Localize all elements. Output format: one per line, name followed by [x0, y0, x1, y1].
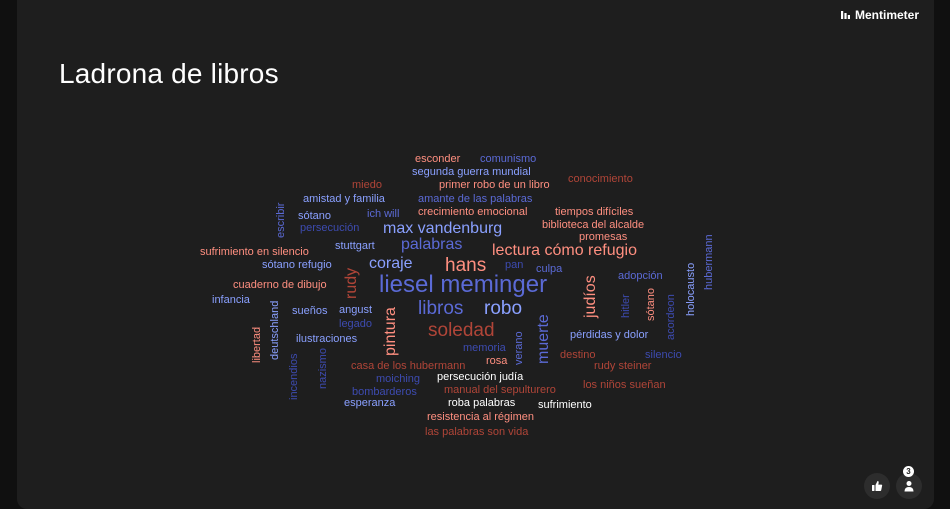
word-cloud-word: escribir [275, 202, 287, 238]
word-cloud-word: pan [505, 259, 524, 271]
word-cloud-word: persecución judía [437, 371, 524, 383]
word-cloud-word: persecución [300, 222, 360, 234]
word-cloud-word: biblioteca del alcalde [542, 219, 645, 231]
word-cloud-word: liesel meminger [379, 271, 548, 298]
word-cloud-word: stuttgart [335, 240, 375, 252]
word-cloud-word: holocausto [685, 262, 697, 316]
word-cloud-word: pérdidas y dolor [570, 329, 649, 341]
word-cloud-word: los niños sueñan [583, 379, 666, 391]
word-cloud-word: pintura [382, 307, 399, 356]
participant-count-badge: 3 [903, 466, 914, 477]
word-cloud-word: memoria [463, 342, 506, 354]
word-cloud-word: casa de los hubermann [351, 360, 466, 372]
word-cloud-word: amistad y familia [303, 193, 385, 205]
word-cloud-word: soledad [428, 320, 495, 341]
word-cloud-word: incendios [288, 353, 300, 400]
word-cloud-word: roba palabras [448, 397, 516, 409]
word-cloud-word: hitler [620, 294, 632, 318]
person-icon [904, 481, 914, 492]
word-cloud-word: hans [445, 255, 487, 276]
word-cloud-word: lectura cómo refugio [492, 242, 637, 259]
word-cloud-word: cuaderno de dibujo [233, 279, 327, 291]
word-cloud-word: promesas [579, 231, 628, 243]
word-cloud-word: libros [418, 298, 464, 319]
word-cloud-word: palabras [401, 236, 463, 253]
word-cloud-word: manual del sepulturero [444, 384, 556, 396]
word-cloud-word: sueños [292, 305, 328, 317]
word-cloud-word: rosa [486, 355, 508, 367]
word-cloud-word: sufrimiento [538, 399, 592, 411]
word-cloud-word: sufrimiento en silencio [200, 246, 309, 258]
mentimeter-logo-icon [840, 11, 850, 19]
word-cloud-word: verano [513, 331, 525, 365]
word-cloud-word: adopción [618, 270, 663, 282]
word-cloud-word: silencio [645, 349, 682, 361]
word-cloud-word: legado [339, 318, 373, 330]
word-cloud-word: robo [484, 298, 523, 319]
word-cloud-word: culpa [536, 263, 563, 275]
participants-button[interactable] [896, 473, 922, 499]
word-cloud-word: las palabras son vida [425, 426, 529, 438]
word-cloud-word: ilustraciones [296, 333, 358, 345]
word-cloud-word: segunda guerra mundial [412, 166, 531, 178]
word-cloud-word: primer robo de un libro [439, 179, 550, 191]
word-cloud-word: conocimiento [568, 173, 633, 185]
word-cloud-word: moiching [376, 373, 421, 385]
word-cloud-word: resistencia al régimen [427, 411, 534, 423]
word-cloud-word: infancia [212, 294, 250, 306]
word-cloud-word: bombarderos [352, 386, 417, 398]
word-cloud-word: hubermann [703, 234, 715, 290]
word-cloud-word: esconder [415, 153, 461, 165]
word-cloud-word: miedo [352, 179, 382, 191]
word-cloud-word: sótano [645, 287, 657, 321]
word-cloud-word: rudy [343, 267, 360, 299]
word-cloud-word: tiempos difíciles [555, 206, 634, 218]
word-cloud-word: judíos [582, 275, 599, 318]
word-cloud-word: deutschland [269, 300, 281, 360]
word-cloud-word: rudy steiner [594, 360, 652, 372]
presentation-slide [17, 0, 934, 509]
word-cloud-word: angust [339, 304, 373, 316]
word-cloud-word: crecimiento emocional [418, 206, 528, 218]
word-cloud-word: comunismo [480, 153, 537, 165]
word-cloud-word: sótano [298, 210, 332, 222]
word-cloud-word: nazismo [317, 348, 329, 389]
slide-title: Ladrona de libros [59, 58, 279, 89]
word-cloud-word: sótano refugio [262, 259, 332, 271]
word-cloud-word: muerte [535, 314, 552, 364]
brand-name: Mentimeter [854, 8, 919, 22]
word-cloud-word: max vandenburg [383, 220, 503, 237]
word-cloud-word: ich will [367, 208, 400, 220]
thumbs-up-icon [872, 481, 883, 491]
word-cloud-word: destino [560, 349, 596, 361]
word-cloud-word: amante de las palabras [418, 193, 533, 205]
word-cloud-word: esperanza [344, 397, 396, 409]
word-cloud-word: libertad [251, 326, 263, 363]
word-cloud-word: coraje [369, 255, 413, 272]
word-cloud-word: acordeon [665, 294, 677, 340]
brand: Mentimeter [840, 8, 919, 22]
like-button[interactable] [864, 473, 890, 499]
